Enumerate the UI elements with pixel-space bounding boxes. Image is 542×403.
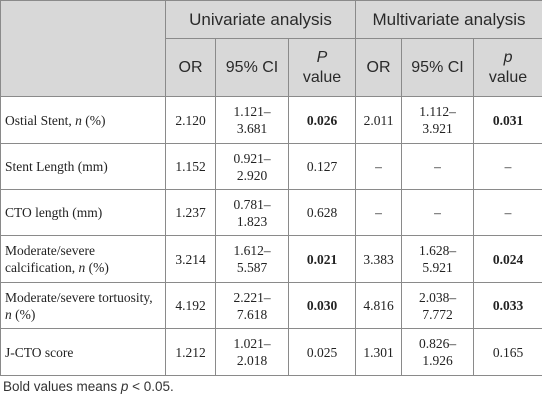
uni-p-value: 0.026 (287, 96, 357, 144)
multi-ci-value: 1.628–5.921 (401, 235, 475, 283)
multi-or-value: – (355, 143, 403, 190)
header-multi-p-symbol: p (503, 48, 513, 66)
multi-p-value: 0.033 (473, 282, 542, 329)
variable-label-unit: (%) (85, 260, 109, 275)
variable-label-n: n (78, 260, 86, 275)
table-row: Ostial Stent, n (%) 2.120 1.121–3.681 0.026… (0, 96, 542, 144)
header-uni-ci: 95% CI (215, 38, 289, 97)
multi-or-value: – (355, 189, 403, 236)
uni-ci-value: 1.021–2.018 (215, 328, 289, 376)
multi-p-value: 0.024 (473, 235, 542, 283)
variable-label: Moderate/severe tortuosity, n (%) (0, 282, 166, 329)
variable-label: CTO length (mm) (0, 189, 166, 236)
uni-or-value: 1.237 (165, 189, 216, 236)
multi-ci-value: 1.112–3.921 (401, 96, 475, 144)
uni-p-value: 0.030 (287, 282, 357, 329)
multi-ci-value: 2.038–7.772 (401, 282, 475, 329)
variable-label-n: n (75, 112, 82, 128)
multi-ci-value: – (401, 189, 475, 236)
header-uni-p-symbol: P (316, 48, 328, 66)
header-multi-or: OR (355, 38, 403, 97)
table-row: Moderate/severe calcification, n (%) 3.21… (0, 235, 542, 283)
multi-or-value: 4.816 (355, 282, 403, 329)
variable-label-text: Moderate/severe tortuosity, (5, 289, 153, 305)
header-corner-cell (0, 0, 166, 97)
table-row: Moderate/severe tortuosity, n (%) 4.192 2.… (0, 282, 542, 329)
variable-label: J-CTO score (0, 328, 166, 376)
uni-or-value: 1.152 (165, 143, 216, 190)
header-multi-p-value: p value (473, 38, 542, 97)
uni-ci-value: 1.121–3.681 (215, 96, 289, 144)
results-table: Univariate analysis Multivariate analysi… (0, 0, 542, 376)
multi-or-value: 3.383 (355, 235, 403, 283)
multi-ci-value: 0.826–1.926 (401, 328, 475, 376)
header-multivariate-analysis: Multivariate analysis (355, 0, 542, 39)
table-row: J-CTO score 1.212 1.021–2.018 0.025 1.301 0.8… (0, 328, 542, 376)
header-uni-or: OR (165, 38, 216, 97)
uni-or-value: 3.214 (165, 235, 216, 283)
multi-p-value: – (473, 189, 542, 236)
header-multi-p-word: value (488, 68, 528, 86)
variable-label-text: J-CTO score (5, 344, 74, 360)
multi-or-value: 2.011 (355, 96, 403, 144)
uni-p-value: 0.628 (287, 189, 357, 236)
header-multi-ci: 95% CI (401, 38, 475, 97)
header-univariate-analysis: Univariate analysis (164, 0, 357, 39)
uni-ci-value: 1.612–5.587 (215, 235, 289, 283)
uni-ci-value: 2.221–7.618 (215, 282, 289, 329)
table-row: Stent Length (mm) 1.152 0.921–2.920 0.127– –… (0, 143, 542, 190)
variable-label-n: n (5, 306, 12, 322)
uni-ci-value: 0.781–1.823 (215, 189, 289, 236)
uni-or-value: 2.120 (165, 96, 216, 144)
footnote-text-pre: Bold values means (3, 379, 121, 394)
table-row: CTO length (mm) 1.237 0.781–1.823 0.628– – – (0, 189, 542, 236)
footnote-p-symbol: p (120, 379, 129, 394)
variable-label-unit: (%) (81, 112, 106, 128)
variable-label: Ostial Stent, n (%) (0, 96, 166, 144)
variable-label: Moderate/severe calcification, n (%) (0, 235, 166, 283)
uni-p-value: 0.025 (287, 328, 357, 376)
uni-ci-value: 0.921–2.920 (215, 143, 289, 190)
variable-label-text: CTO length (mm) (5, 205, 103, 220)
variable-label-text: Stent Length (mm) (5, 159, 108, 174)
header-uni-p-word: value (302, 68, 342, 86)
multi-ci-value: – (401, 143, 475, 190)
footnote-text-post: < 0.05. (128, 379, 174, 394)
variable-label-text: Moderate/severe calcification, (5, 243, 95, 275)
multi-p-value: 0.165 (473, 328, 542, 376)
uni-p-value: 0.021 (287, 235, 357, 283)
variable-label-text: Ostial Stent, (5, 112, 76, 128)
uni-or-value: 1.212 (165, 328, 216, 376)
multi-p-value: 0.031 (473, 96, 542, 144)
multi-or-value: 1.301 (355, 328, 403, 376)
uni-or-value: 4.192 (165, 282, 216, 329)
multi-p-value: – (473, 143, 542, 190)
footnote: Bold values means p < 0.05. (3, 379, 174, 394)
uni-p-value: 0.127 (287, 143, 357, 190)
variable-label-unit: (%) (11, 306, 36, 322)
variable-label: Stent Length (mm) (0, 143, 166, 190)
